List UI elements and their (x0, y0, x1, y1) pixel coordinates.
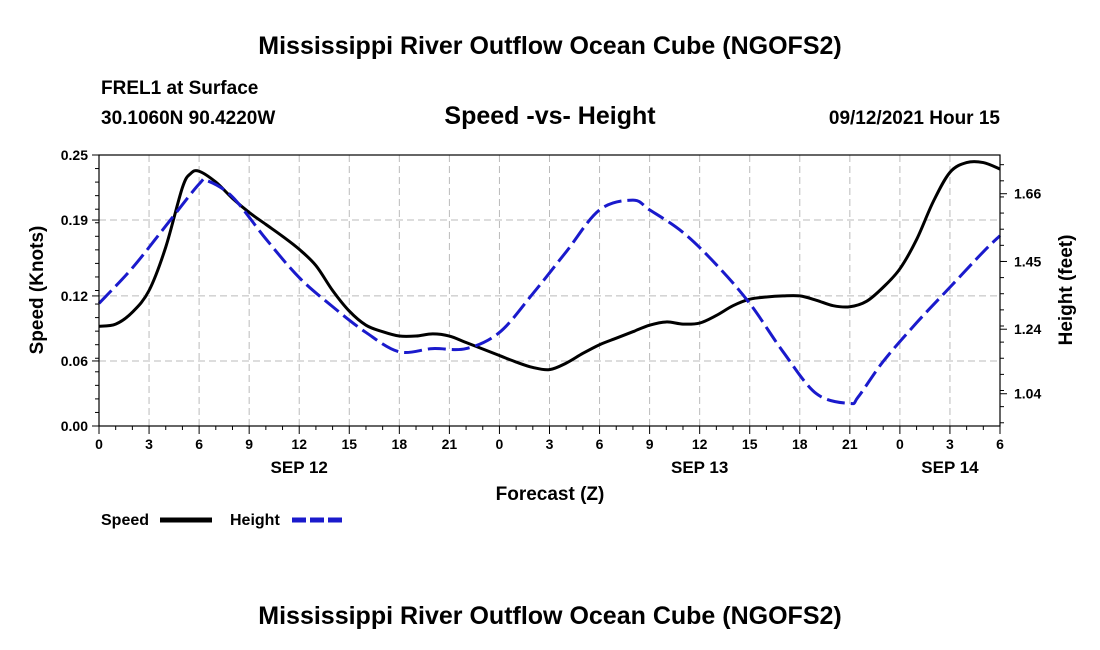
x-tick-label: 3 (946, 436, 954, 452)
x-tick-label: 0 (896, 436, 904, 452)
x-tick-label: 21 (442, 436, 458, 452)
x-date-label: SEP 13 (671, 458, 728, 477)
y-tick-label: 0.19 (61, 212, 88, 228)
x-tick-label: 3 (546, 436, 554, 452)
x-tick-label: 9 (646, 436, 654, 452)
chart-title-top: Mississippi River Outflow Ocean Cube (NG… (258, 32, 841, 60)
x-tick-label: 15 (742, 436, 758, 452)
x-tick-label: 18 (392, 436, 408, 452)
legend-height-label: Height (230, 512, 280, 529)
y2-axis-label: Height (feet) (1056, 235, 1077, 346)
x-tick-label: 18 (792, 436, 808, 452)
x-date-label: SEP 12 (271, 458, 328, 477)
station-label: FREL1 at Surface (101, 78, 258, 99)
chart-subtitle: Speed -vs- Height (444, 102, 656, 130)
x-tick-label: 12 (291, 436, 307, 452)
x-tick-label: 0 (496, 436, 504, 452)
x-tick-label: 0 (95, 436, 103, 452)
x-tick-label: 3 (145, 436, 153, 452)
legend: Speed Height (101, 512, 344, 529)
height-series-line (97, 177, 1002, 406)
y-axis-label: Speed (Knots) (27, 226, 48, 355)
x-axis-label: Forecast (Z) (496, 484, 605, 505)
grid-lines (99, 155, 1000, 426)
series-lines (97, 160, 1002, 406)
x-tick-label: 6 (996, 436, 1004, 452)
x-tick-label: 12 (692, 436, 708, 452)
y-tick-label: 0.25 (61, 147, 88, 163)
station-coordinates: 30.1060N 90.4220W (101, 108, 275, 129)
x-tick-label: 21 (842, 436, 858, 452)
y2-tick-label: 1.04 (1014, 386, 1041, 402)
y2-tick-label: 1.24 (1014, 321, 1041, 337)
x-tick-label: 9 (245, 436, 253, 452)
legend-speed-label: Speed (101, 512, 149, 529)
y2-tick-label: 1.45 (1014, 253, 1041, 269)
y2-tick-label: 1.66 (1014, 186, 1041, 202)
y-tick-label: 0.12 (61, 288, 88, 304)
x-tick-label: 6 (596, 436, 604, 452)
axis-ticks: 0 3 6 9 12 15 18 21 0 3 6 9 12 15 18 21 0 3 6 0.00 0.06 0.12 0… (61, 147, 1042, 477)
chart-title-bottom: Mississippi River Outflow Ocean Cube (NG… (258, 602, 841, 630)
x-tick-label: 15 (341, 436, 357, 452)
forecast-timestamp: 09/12/2021 Hour 15 (829, 108, 1001, 129)
x-date-label: SEP 14 (921, 458, 979, 477)
x-tick-label: 6 (195, 436, 203, 452)
y-tick-label: 0.00 (61, 418, 88, 434)
y-tick-label: 0.06 (61, 353, 88, 369)
